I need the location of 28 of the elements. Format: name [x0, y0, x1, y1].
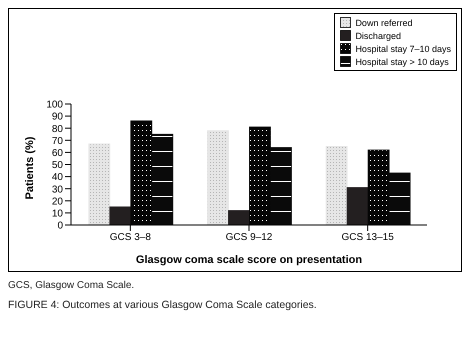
bar	[228, 210, 250, 225]
text: GCS, Glasgow Coma Scale.	[8, 280, 136, 291]
y-tick-label: 30	[52, 184, 64, 196]
y-tick-label: 50	[52, 160, 64, 172]
bar	[326, 146, 348, 225]
y-tick-label: 60	[52, 148, 64, 159]
legend-label: Hospital stay 7–10 days	[355, 44, 451, 54]
bar	[207, 130, 229, 225]
text: FIGURE 4: Outcomes at various Glasgow Coma Scale categories.	[8, 299, 318, 311]
y-tick-label: 90	[52, 112, 64, 123]
legend-label: Down referred	[355, 18, 412, 28]
y-tick-label: 100	[46, 100, 64, 111]
x-axis-title: Glasgow coma scale score on presentation	[136, 254, 362, 266]
legend-label: Hospital stay > 10 days	[355, 56, 449, 66]
x-tick-label: GCS 3–8	[110, 232, 152, 244]
y-tick-label: 80	[52, 124, 64, 135]
y-axis-title: Patients (%)	[24, 136, 36, 200]
bar	[109, 206, 132, 225]
x-tick-label: GCS 9–12	[226, 232, 273, 244]
y-tick-label: 10	[52, 208, 64, 220]
legend-label: Discharged	[355, 30, 401, 40]
bar	[346, 187, 369, 225]
x-tick-label: GCS 13–15	[342, 232, 394, 244]
bar	[88, 144, 110, 225]
y-tick-label: 70	[52, 136, 64, 147]
y-tick-label: 20	[52, 196, 64, 208]
y-tick-label: 40	[52, 172, 64, 184]
y-tick-label: 0	[57, 220, 64, 232]
